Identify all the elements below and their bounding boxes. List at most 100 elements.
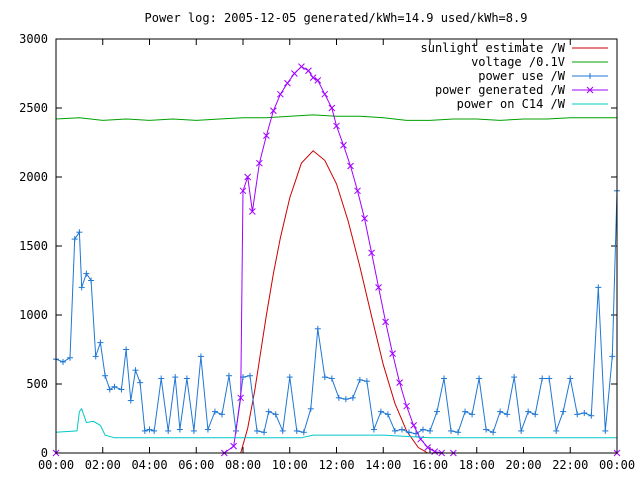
- data-point: [328, 375, 335, 382]
- legend-marker: [586, 86, 594, 94]
- legend-entry: power use /W: [478, 69, 608, 83]
- data-point: [183, 375, 190, 382]
- data-point: [335, 394, 342, 401]
- data-point: [553, 427, 560, 434]
- data-point: [279, 427, 286, 434]
- data-point: [237, 394, 245, 402]
- data-point: [476, 375, 483, 382]
- data-point: [321, 90, 329, 98]
- data-point: [525, 408, 532, 415]
- data-point: [254, 427, 261, 434]
- data-point: [448, 427, 455, 434]
- data-point: [333, 122, 340, 130]
- legend-label: power use /W: [478, 69, 565, 83]
- data-point: [504, 411, 511, 418]
- x-tick-label: 20:00: [505, 458, 541, 472]
- data-point: [368, 249, 375, 257]
- data-point: [403, 402, 410, 410]
- data-point: [263, 132, 270, 139]
- data-point: [363, 378, 370, 385]
- data-point: [546, 375, 553, 382]
- data-point: [293, 427, 300, 434]
- data-point: [307, 405, 314, 412]
- data-point: [127, 397, 134, 404]
- data-point: [97, 339, 104, 346]
- data-point: [424, 444, 432, 451]
- data-point: [176, 426, 183, 433]
- data-point: [511, 374, 518, 381]
- data-point: [490, 429, 497, 436]
- data-point: [123, 346, 130, 353]
- legend-entry: power on C14 /W: [457, 97, 608, 111]
- x-tick-label: 16:00: [412, 458, 448, 472]
- x-tick-label: 22:00: [552, 458, 588, 472]
- data-point: [532, 411, 539, 418]
- data-point: [92, 353, 99, 360]
- data-point: [190, 427, 197, 434]
- data-point: [106, 386, 113, 393]
- data-point: [284, 79, 291, 87]
- data-point: [314, 325, 321, 332]
- data-point: [382, 318, 389, 326]
- data-point: [560, 408, 567, 415]
- data-point: [389, 350, 396, 357]
- data-point: [431, 448, 439, 455]
- data-point: [574, 411, 581, 418]
- data-point: [244, 173, 252, 181]
- data-point: [239, 187, 247, 195]
- legend-label: power on C14 /W: [457, 97, 566, 111]
- data-point: [272, 411, 279, 418]
- data-point: [165, 427, 172, 434]
- y-tick-label: 0: [41, 446, 48, 460]
- series-line: [240, 150, 428, 454]
- legend-label: power generated /W: [435, 83, 566, 97]
- data-point: [88, 277, 95, 284]
- data-point: [354, 187, 361, 195]
- plot-frame: [55, 38, 618, 454]
- series-2: [53, 187, 620, 437]
- data-point: [146, 426, 153, 433]
- data-point: [518, 427, 525, 434]
- data-point: [361, 215, 368, 222]
- y-tick-label: 1000: [19, 308, 48, 322]
- data-point: [391, 427, 398, 434]
- data-point: [410, 422, 417, 429]
- x-tick-label: 14:00: [365, 458, 401, 472]
- data-point: [265, 408, 272, 415]
- data-point: [211, 408, 218, 415]
- data-point: [427, 427, 433, 434]
- data-point: [118, 386, 125, 393]
- data-point: [132, 367, 139, 374]
- data-point: [595, 284, 602, 291]
- legend-entry: voltage /0.1V: [471, 55, 608, 69]
- data-point: [398, 426, 405, 433]
- data-point: [261, 429, 268, 436]
- data-point: [321, 374, 328, 381]
- data-point: [567, 375, 574, 382]
- x-tick-label: 02:00: [85, 458, 121, 472]
- x-tick-label: 18:00: [459, 458, 495, 472]
- legend-entry: power generated /W: [435, 83, 608, 97]
- data-point: [270, 107, 277, 115]
- x-tick-label: 10:00: [272, 458, 308, 472]
- data-point: [602, 427, 609, 434]
- x-tick-label: 04:00: [131, 458, 167, 472]
- y-tick-label: 500: [26, 377, 48, 391]
- data-point: [204, 426, 211, 433]
- data-point: [298, 63, 305, 70]
- series-line: [55, 114, 617, 121]
- y-axis: 0 500 1000 1500 2000 2500 3000: [19, 32, 617, 460]
- data-point: [356, 376, 363, 383]
- data-point: [102, 372, 109, 379]
- data-point: [230, 442, 238, 450]
- series-1: [55, 114, 617, 121]
- x-axis: 00:00 02:00 04:00 06:00 08:00 10:00 12:00 14:00…: [38, 39, 635, 472]
- data-point: [370, 426, 377, 433]
- legend-label: voltage /0.1V: [471, 55, 565, 69]
- x-tick-label: 06:00: [178, 458, 214, 472]
- data-point: [158, 375, 165, 382]
- data-point: [347, 162, 354, 170]
- data-point: [277, 90, 284, 98]
- data-point: [218, 411, 225, 418]
- data-point: [384, 411, 391, 418]
